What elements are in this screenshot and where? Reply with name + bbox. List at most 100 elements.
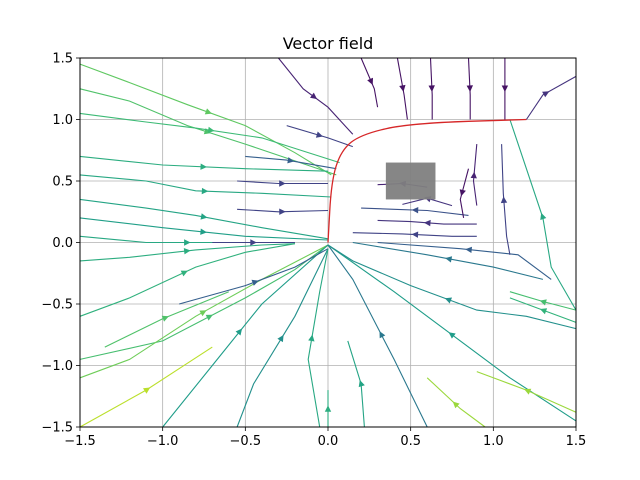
streamline-arrow-41 [310,92,318,100]
streamline-arrow-32 [423,219,431,227]
streamline-arrow-47 [542,91,550,98]
streamline-arrow-37 [470,171,477,179]
streamline-arrow-6 [200,228,207,235]
streamlines [79,57,577,428]
streamline-arrow-20 [379,331,386,339]
streamline-arrow-18 [324,405,332,412]
streamline-4 [79,174,332,198]
streamline-arrow-38 [279,180,286,187]
streamline-arrow-11 [199,310,207,317]
streamline-0 [79,63,332,176]
streamline-5 [79,198,329,240]
streamline-16 [179,248,329,305]
streamline-arrow-48 [315,131,323,138]
streamline-30 [501,144,511,255]
x-tick-label-4: 0.5 [400,434,421,449]
streamline-arrow-24 [444,297,452,304]
obstacle-rect [385,162,436,200]
streamline-arrow-31 [411,231,419,238]
streamline-49 [245,155,337,170]
y-tick-label-6: 1.5 [52,52,73,67]
streamline-33 [361,207,469,216]
highlight-path [327,118,527,243]
y-tick-label-1: −1.0 [41,359,73,374]
streamline-arrow-44 [428,85,435,92]
streamline-arrow-14 [235,328,243,336]
streamline-37 [472,144,478,206]
streamline-28 [377,241,552,280]
streamline-arrow-28 [465,246,472,253]
streamline-arrow-49 [287,157,295,164]
streamline-36 [459,168,470,218]
streamline-arrow-3 [200,163,207,170]
y-tick-label-3: 0.0 [52,236,73,251]
axis-ticks: −1.5 −1.0 −0.5 0.0 0.5 1.0 1.5 −1.5 −1.0 −0.5 0.0 0… [41,52,586,450]
highlight-path-line [327,118,527,243]
streamline-arrow-43 [399,84,406,92]
x-tick-label-0: −1.5 [64,434,96,449]
streamline-arrow-42 [367,77,373,85]
streamline-44 [429,57,433,120]
x-tick-label-2: −0.5 [230,434,262,449]
streamline-13 [79,346,213,428]
streamline-arrow-21 [452,401,460,409]
streamline-1 [79,88,337,176]
y-tick-label-5: 1.0 [52,113,73,128]
streamline-24 [327,244,577,330]
streamline-arrow-26 [539,299,547,306]
streamline-arrow-12 [161,315,169,322]
streamline-arrow-13 [143,387,151,394]
streamline-arrow-17 [308,334,315,342]
streamline-27 [352,241,544,280]
streamline-arrow-30 [500,196,508,204]
streamline-2 [79,112,340,164]
streamline-3 [79,155,329,172]
streamline-arrow-22 [448,332,456,339]
x-tick-label-5: 1.0 [483,434,504,449]
y-tick-label-2: −0.5 [41,298,73,313]
streamline-12 [104,291,230,348]
streamline-23 [476,371,577,413]
x-tick-label-6: 1.5 [566,434,587,449]
streamline-arrow-29 [540,212,547,220]
streamline-arrow-23 [524,388,532,395]
streamline-42 [360,57,379,108]
streamline-11 [79,244,329,379]
streamline-arrow-39 [279,208,286,215]
streamline-15 [236,248,329,428]
streamline-31 [352,232,477,237]
streamline-arrow-45 [466,85,473,92]
streamline-17 [307,248,329,428]
y-tick-label-0: −1.5 [41,421,73,436]
x-tick-label-3: 0.0 [318,434,339,449]
streamline-arrow-27 [445,256,453,263]
streamline-20 [327,244,428,428]
streamline-39 [237,208,329,213]
streamline-arrow-33 [411,207,419,214]
streamline-48 [286,125,353,148]
streamline-45 [467,57,471,120]
streamline-arrow-36 [459,189,466,197]
streamline-arrow-2 [207,126,215,134]
streamline-14 [162,244,329,428]
streamline-arrow-16 [251,279,259,286]
streamline-8 [79,243,295,262]
streamline-6 [79,217,329,241]
streamline-38 [237,180,328,185]
streamline-arrow-19 [358,380,365,388]
streamline-arrow-0 [204,108,212,115]
streamline-arrow-10 [205,314,213,321]
streamline-arrow-9 [180,270,188,277]
streamline-43 [396,57,408,120]
obstacle-box [385,162,436,200]
streamline-arrow-25 [539,308,548,315]
streamline-arrow-7 [184,239,191,246]
streamline-arrow-46 [501,85,509,92]
y-tick-label-4: 0.5 [52,175,73,190]
streamline-arrow-4 [201,187,209,195]
streamline-arrow-40 [250,239,257,246]
streamline-arrow-8 [183,248,191,255]
streamline-47 [525,75,577,120]
